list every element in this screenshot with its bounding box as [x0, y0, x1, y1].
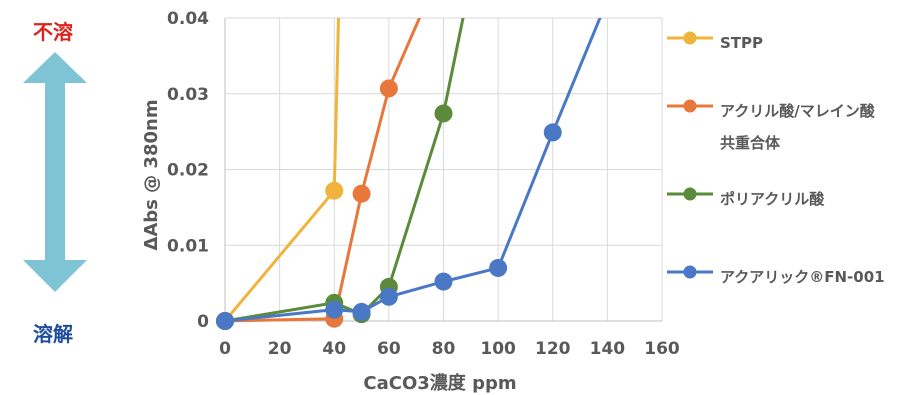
data-point	[325, 300, 344, 319]
legend-item-acrylic-maleic: アクリル酸/マレイン酸 共重合体	[665, 86, 900, 174]
legend: STPP アクリル酸/マレイン酸 共重合体 ポリアクリル酸 アクアリック®FN-…	[665, 18, 900, 292]
series-layer	[216, 18, 602, 330]
x-tick-label: 100	[480, 339, 516, 359]
series-line	[224, 18, 602, 323]
legend-swatch-stpp	[667, 31, 713, 45]
y-tick-label: 0.01	[167, 236, 209, 256]
axes	[224, 18, 662, 322]
legend-swatch-acrylic-maleic	[667, 99, 713, 113]
x-axis-label: CaCO3濃度 ppm	[363, 372, 516, 394]
series-3	[216, 18, 602, 330]
x-tick-label: 140	[590, 339, 626, 359]
soluble-label: 溶解	[33, 322, 73, 346]
data-point	[216, 312, 234, 330]
y-tick-label: 0.04	[167, 9, 209, 29]
legend-label-aqualic: アクアリック®FN-001	[720, 268, 885, 286]
legend-item-polyacrylic: ポリアクリル酸	[665, 174, 900, 252]
legend-label-acrylic-maleic-line2: 共重合体	[720, 134, 781, 152]
legend-swatch-marker	[683, 99, 697, 113]
series-line	[224, 18, 465, 323]
legend-swatch-marker	[683, 31, 697, 45]
legend-label-polyacrylic: ポリアクリル酸	[720, 190, 825, 208]
x-tick-label: 160	[644, 339, 680, 359]
data-point	[434, 104, 453, 123]
x-tick-label: 120	[535, 339, 571, 359]
data-point	[352, 302, 371, 321]
x-tick-label: 40	[322, 339, 346, 359]
data-point	[543, 123, 562, 142]
data-point	[489, 258, 508, 277]
x-tick-label: 60	[377, 339, 401, 359]
insoluble-label: 不溶	[33, 20, 73, 44]
double-arrow-shape	[23, 52, 87, 292]
x-tick-label: 20	[268, 339, 292, 359]
legend-item-stpp: STPP	[665, 18, 900, 86]
tick-labels: 0 20 40 60 80 100 120 140 160 0 0.01 0.02 0.03 0.04	[167, 9, 680, 359]
y-tick-label: 0.02	[167, 161, 209, 181]
legend-swatch-marker	[683, 187, 697, 201]
y-axis-label: ΔAbs @ 380nm	[141, 99, 162, 250]
legend-swatch-polyacrylic	[667, 187, 713, 201]
x-tick-label: 80	[432, 339, 456, 359]
data-point	[434, 272, 453, 291]
legend-label-acrylic-maleic: アクリル酸/マレイン酸 共重合体	[720, 95, 875, 159]
legend-swatch-aqualic	[667, 265, 713, 279]
x-tick-label: 0	[219, 339, 231, 359]
legend-label-stpp: STPP	[720, 34, 764, 52]
series-line	[223, 18, 341, 322]
data-point	[379, 79, 398, 98]
legend-item-aqualic: アクアリック®FN-001	[665, 252, 900, 292]
y-tick-label: 0	[197, 312, 209, 332]
double-arrow-icon	[23, 52, 87, 292]
series-2	[216, 18, 465, 330]
data-point	[325, 181, 344, 200]
legend-label-acrylic-maleic-line1: アクリル酸/マレイン酸	[720, 102, 875, 120]
data-point	[352, 184, 371, 203]
y-tick-label: 0.03	[167, 85, 209, 105]
legend-swatch-marker	[683, 265, 697, 279]
data-point	[379, 287, 398, 306]
